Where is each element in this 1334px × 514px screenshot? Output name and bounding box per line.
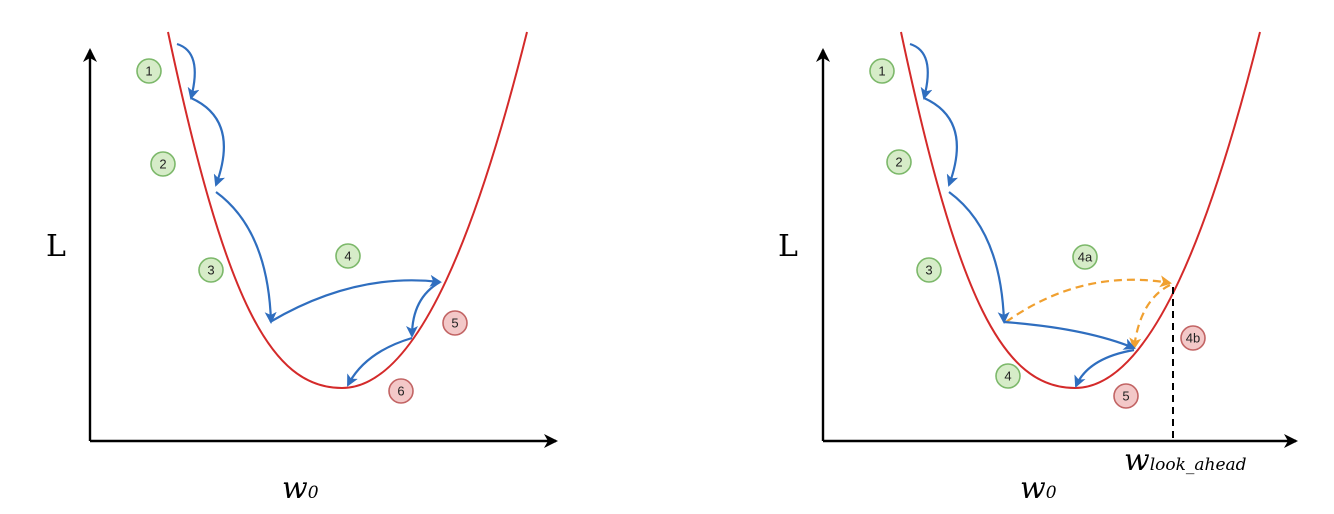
badge-circle xyxy=(136,58,162,84)
badge-label: 3 xyxy=(207,263,214,278)
badge-label: 1 xyxy=(878,64,885,79)
badge-label: 3 xyxy=(925,263,932,278)
badge-label: 2 xyxy=(895,155,902,170)
badge-label: 4 xyxy=(344,249,351,264)
left-loss-curve xyxy=(167,31,528,390)
right-panel: L w0 wlook_ahead 1 2 3 4a 4b 4 5 xyxy=(778,31,1298,506)
right-step-arrow-2 xyxy=(923,96,959,187)
left-step-arrow-5 xyxy=(406,281,441,338)
badge-circle xyxy=(869,58,895,84)
right-step-arrow-5 xyxy=(1074,348,1135,388)
left-panel: L w0 1 2 3 4 5 6 xyxy=(46,31,558,506)
right-loss-curve xyxy=(900,31,1261,390)
step-badge: 4b xyxy=(1180,325,1206,351)
lookahead-arrow-4a xyxy=(1005,275,1172,323)
badge-circle xyxy=(1072,244,1098,270)
step-badge: 6 xyxy=(388,378,414,404)
left-badges: 1 2 3 4 5 6 xyxy=(136,58,468,404)
right-step-arrow-3 xyxy=(948,191,1010,324)
badge-circle xyxy=(198,257,224,283)
step-badge: 1 xyxy=(869,58,895,84)
right-step-arrow-4 xyxy=(1003,320,1136,350)
badge-circle xyxy=(1180,325,1206,351)
step-badge: 3 xyxy=(198,257,224,283)
left-step-arrow-2 xyxy=(190,96,226,187)
step-badge: 4 xyxy=(995,363,1021,389)
badge-label: 2 xyxy=(159,157,166,172)
badge-circle xyxy=(442,310,468,336)
lookahead-axis-label: wlook_ahead xyxy=(1124,443,1247,478)
step-badge: 2 xyxy=(886,149,912,175)
badge-label: 6 xyxy=(397,384,404,399)
step-badge: 2 xyxy=(150,151,176,177)
badge-circle xyxy=(388,378,414,404)
right-x-axis-label: w0 xyxy=(1020,471,1057,506)
badge-circle xyxy=(995,363,1021,389)
left-step-arrow-3 xyxy=(215,191,277,324)
right-step-arrow-1 xyxy=(909,42,933,100)
left-step-arrow-4 xyxy=(269,274,442,323)
left-x-axis-label: w0 xyxy=(282,471,319,506)
step-badge: 5 xyxy=(442,310,468,336)
step-badge: 1 xyxy=(136,58,162,84)
step-badge: 4 xyxy=(335,243,361,269)
badge-circle xyxy=(916,257,942,283)
badge-label: 5 xyxy=(451,316,458,331)
left-step-arrow-6 xyxy=(347,336,413,387)
badge-circle xyxy=(886,149,912,175)
badge-label: 4a xyxy=(1078,250,1093,265)
badge-label: 4 xyxy=(1004,369,1011,384)
left-y-axis-label: L xyxy=(46,229,66,264)
badge-label: 5 xyxy=(1122,389,1129,404)
badge-label: 1 xyxy=(145,64,152,79)
badge-label: 4b xyxy=(1186,331,1200,346)
step-badge: 3 xyxy=(916,257,942,283)
badge-circle xyxy=(150,151,176,177)
step-badge: 5 xyxy=(1113,383,1139,409)
badge-circle xyxy=(1113,383,1139,409)
left-step-arrow-1 xyxy=(176,42,200,100)
badge-circle xyxy=(335,243,361,269)
lookahead-arrow-4b xyxy=(1129,284,1171,350)
step-badge: 4a xyxy=(1072,244,1098,270)
right-badges: 1 2 3 4a 4b 4 5 xyxy=(869,58,1206,409)
right-y-axis-label: L xyxy=(778,229,798,264)
